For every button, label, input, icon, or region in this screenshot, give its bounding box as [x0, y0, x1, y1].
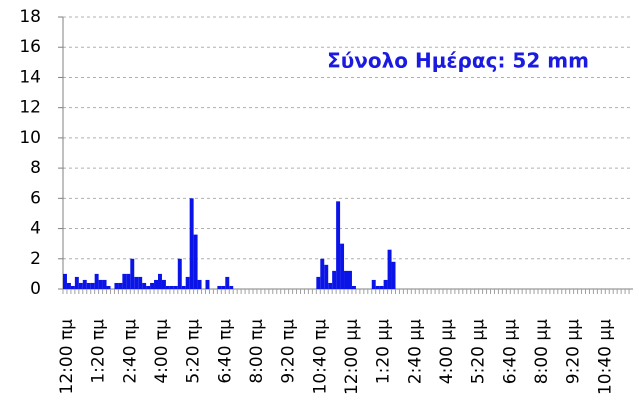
- x-tick-label: 12:00 μμ: [342, 319, 362, 395]
- bar: [114, 282, 119, 289]
- bar: [154, 279, 158, 289]
- bar: [189, 198, 194, 289]
- y-tick-label: 0: [30, 279, 41, 299]
- bar: [158, 273, 162, 289]
- x-tick-label: 5:20 πμ: [184, 319, 204, 384]
- bar: [205, 279, 210, 289]
- y-tick-label: 14: [19, 67, 41, 87]
- bar: [320, 258, 325, 289]
- bar: [134, 276, 139, 289]
- bar: [391, 261, 396, 289]
- bar: [63, 273, 67, 289]
- x-tick-label: 6:40 μμ: [500, 319, 520, 384]
- bar: [181, 285, 186, 289]
- x-tick-label: 1:20 πμ: [89, 319, 109, 384]
- x-tick-label: 2:40 πμ: [120, 319, 140, 384]
- y-tick-label: 2: [30, 249, 41, 269]
- y-tick-label: 12: [19, 98, 41, 118]
- bar: [344, 270, 348, 289]
- bar: [340, 243, 345, 289]
- x-tick-label: 1:20 μμ: [374, 319, 394, 384]
- x-tick-label: 5:20 μμ: [469, 319, 489, 384]
- x-tick-label: 10:40 μμ: [595, 319, 615, 395]
- y-tick-label: 8: [30, 158, 41, 178]
- bar: [70, 285, 75, 289]
- bar: [336, 201, 341, 289]
- y-tick-label: 6: [30, 188, 41, 208]
- bar: [106, 285, 111, 289]
- bar: [82, 279, 87, 289]
- bar: [126, 273, 131, 289]
- x-tick-label: 12:00 πμ: [57, 319, 77, 395]
- bar: [221, 285, 226, 289]
- x-tick-label: 4:00 μμ: [437, 319, 457, 384]
- bar: [324, 264, 329, 289]
- bar: [94, 273, 99, 289]
- bar: [102, 279, 107, 289]
- bar: [197, 279, 202, 289]
- x-tick-label: 10:40 πμ: [310, 319, 330, 395]
- bar: [138, 276, 143, 289]
- bar: [142, 282, 147, 289]
- x-tick-label: 4:00 πμ: [152, 319, 172, 384]
- x-tick-label: 8:00 μμ: [532, 319, 552, 384]
- bar: [177, 258, 182, 289]
- bar: [122, 273, 127, 289]
- bar: [185, 276, 190, 289]
- bar: [161, 279, 166, 289]
- x-tick-label: 9:20 μμ: [564, 319, 584, 384]
- bar: [316, 276, 321, 289]
- bar: [217, 285, 222, 289]
- y-tick-label: 4: [30, 219, 41, 239]
- bar: [375, 285, 380, 289]
- x-tick-label: 9:20 πμ: [279, 319, 299, 384]
- bar: [118, 282, 123, 289]
- bar: [165, 285, 170, 289]
- bar: [379, 285, 384, 289]
- bar: [98, 279, 103, 289]
- bar: [66, 282, 71, 289]
- y-tick-label: 16: [19, 37, 41, 57]
- bar: [86, 282, 91, 289]
- y-tick-label: 18: [19, 7, 41, 27]
- x-tick-label: 8:00 πμ: [247, 319, 267, 384]
- x-tick-label: 2:40 μμ: [405, 319, 425, 384]
- bar: [387, 249, 392, 289]
- bar: [383, 279, 388, 289]
- bar: [169, 285, 174, 289]
- y-tick-label: 10: [19, 128, 41, 148]
- bar: [150, 282, 155, 289]
- bar: [332, 270, 337, 289]
- bar: [74, 276, 79, 289]
- bar: [90, 282, 95, 289]
- bar: [225, 276, 230, 289]
- x-tick-label: 6:40 πμ: [215, 319, 235, 384]
- bar: [351, 285, 356, 289]
- bar: [130, 258, 135, 289]
- bar: [173, 285, 178, 289]
- bar: [348, 270, 352, 289]
- annotation: Σύνολο Ημέρας: 52 mm: [327, 49, 589, 73]
- bar: [328, 282, 333, 289]
- bar: [146, 285, 151, 289]
- bar: [371, 279, 376, 289]
- bar: [193, 234, 198, 289]
- bar: [229, 285, 234, 289]
- bar: [78, 282, 83, 289]
